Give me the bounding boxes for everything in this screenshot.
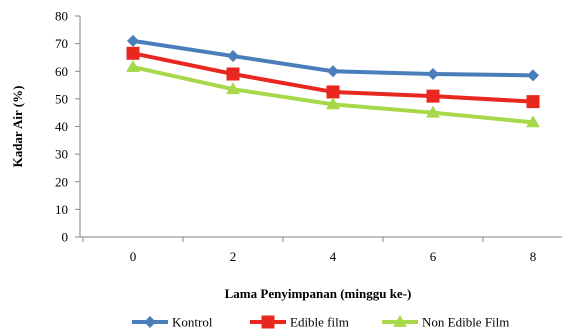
y-tick-label: 0	[62, 230, 69, 245]
data-point	[226, 82, 240, 95]
legend-swatch-marker	[261, 315, 275, 329]
data-point	[226, 67, 240, 81]
data-point	[526, 115, 540, 128]
legend-label: Non Edible Film	[422, 315, 509, 330]
y-axis-ticks: 0 10 20 30 40 50 60 70 80	[55, 9, 80, 245]
data-point	[426, 89, 440, 103]
data-point	[326, 97, 340, 110]
data-point	[527, 69, 539, 82]
y-tick-label: 80	[55, 9, 68, 24]
y-tick-label: 50	[55, 91, 68, 106]
y-tick-label: 10	[55, 202, 68, 217]
legend-item: Non Edible Film	[382, 315, 509, 330]
legend-swatch-marker	[393, 315, 407, 327]
y-tick-label: 30	[55, 147, 68, 162]
series-edible-film	[126, 46, 540, 109]
legend-label: Kontrol	[172, 315, 213, 330]
y-axis-title: Kadar Air (%)	[10, 86, 25, 168]
legend-item: Edible film	[250, 315, 349, 330]
y-tick-label: 70	[55, 36, 68, 51]
legend-item: Kontrol	[132, 315, 213, 330]
data-point	[426, 105, 440, 118]
data-point	[126, 60, 140, 73]
x-tick-label: 6	[430, 249, 437, 264]
data-point	[127, 34, 139, 47]
x-axis-title: Lama Penyimpanan (minggu ke-)	[225, 286, 412, 301]
series-layer	[126, 34, 540, 128]
data-point	[526, 95, 540, 109]
x-axis-ticks: 0 2 4 6 8	[82, 237, 537, 264]
y-tick-label: 60	[55, 64, 68, 79]
plot-area	[79, 16, 562, 238]
legend: Kontrol Edible film Non Edible Film	[132, 315, 509, 330]
legend-swatch-marker	[144, 316, 156, 328]
series-non-edible-film	[126, 60, 540, 128]
data-point	[427, 68, 439, 81]
data-point	[126, 46, 140, 60]
data-point	[327, 65, 339, 78]
x-tick-label: 2	[230, 249, 237, 264]
y-tick-label: 20	[55, 174, 68, 189]
series-kontrol	[127, 34, 539, 82]
y-tick-label: 40	[55, 119, 68, 134]
x-tick-label: 0	[130, 249, 137, 264]
x-tick-label: 8	[530, 249, 537, 264]
legend-label: Edible film	[290, 315, 349, 330]
data-point	[227, 50, 239, 63]
data-point	[326, 85, 340, 99]
x-tick-label: 4	[330, 249, 337, 264]
